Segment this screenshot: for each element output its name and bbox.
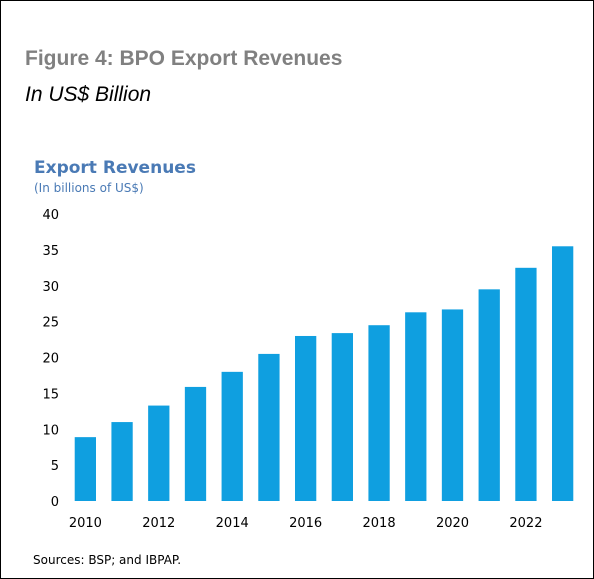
x-tick-label-2020: 2020: [436, 516, 469, 531]
y-tick-label-35: 35: [42, 244, 59, 259]
figure-subtitle: In US$ Billion: [25, 83, 152, 106]
x-tick-label-2018: 2018: [363, 516, 396, 531]
y-tick-label-25: 25: [42, 316, 59, 331]
bar-2013: [184, 386, 207, 501]
chart-unit-label: (In billions of US$): [34, 181, 144, 195]
bar-2010: [74, 437, 96, 501]
bar-2012: [148, 405, 170, 501]
bar-2023: [552, 246, 574, 501]
bar-2015: [258, 353, 280, 501]
y-tick-label-15: 15: [42, 387, 59, 402]
y-tick-label-10: 10: [42, 423, 59, 438]
y-tick-label-30: 30: [42, 280, 59, 295]
bar-2016: [295, 335, 317, 501]
bar-2021: [478, 289, 500, 501]
bar-2017: [331, 333, 353, 501]
chart-title: Export Revenues: [34, 158, 196, 178]
bar-2022: [515, 267, 537, 501]
bar-2020: [441, 309, 464, 501]
x-tick-label-2014: 2014: [216, 516, 249, 531]
bar-2019: [405, 312, 427, 501]
bar-2011: [111, 422, 133, 501]
y-tick-label-0: 0: [51, 495, 59, 510]
x-tick-label-2010: 2010: [69, 516, 102, 531]
figure-title: Figure 4: BPO Export Revenues: [25, 47, 343, 70]
bar-2014: [221, 371, 243, 501]
x-tick-label-2012: 2012: [142, 516, 175, 531]
y-tick-label-5: 5: [51, 459, 59, 474]
source-note: Sources: BSP; and IBPAP.: [33, 553, 182, 567]
x-tick-label-2016: 2016: [289, 516, 322, 531]
bar-2018: [368, 325, 390, 501]
x-tick-label-2022: 2022: [509, 516, 542, 531]
y-tick-label-20: 20: [42, 352, 59, 367]
y-tick-label-40: 40: [42, 208, 59, 223]
